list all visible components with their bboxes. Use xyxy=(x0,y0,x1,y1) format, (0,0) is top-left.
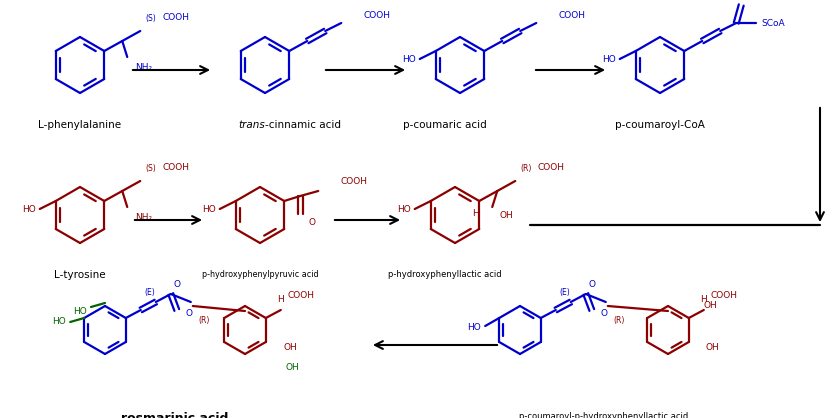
Text: p-coumaroyl-CoA: p-coumaroyl-CoA xyxy=(615,120,705,130)
Text: L-tyrosine: L-tyrosine xyxy=(55,270,106,280)
Text: p-coumaric acid: p-coumaric acid xyxy=(403,120,487,130)
Text: L-phenylalanine: L-phenylalanine xyxy=(39,120,122,130)
Text: OH: OH xyxy=(703,301,717,309)
Text: HO: HO xyxy=(402,56,416,64)
Text: (R): (R) xyxy=(199,316,210,325)
Text: HO: HO xyxy=(202,206,216,214)
Text: HO: HO xyxy=(602,56,616,64)
Text: trans: trans xyxy=(239,120,265,130)
Text: COOH: COOH xyxy=(363,10,391,20)
Text: HO: HO xyxy=(22,206,36,214)
Text: O: O xyxy=(308,218,315,227)
Text: O: O xyxy=(588,280,596,289)
Text: (S): (S) xyxy=(145,164,156,173)
Text: rosmarinic acid: rosmarinic acid xyxy=(121,412,228,418)
Text: COOH: COOH xyxy=(538,163,564,171)
Text: O: O xyxy=(601,309,607,318)
Text: COOH: COOH xyxy=(340,176,367,186)
Text: OH: OH xyxy=(283,344,297,352)
Text: OH: OH xyxy=(499,211,513,220)
Text: HO: HO xyxy=(73,306,87,316)
Text: p-coumaroyl-p-hydroxyphenyllactic acid: p-coumaroyl-p-hydroxyphenyllactic acid xyxy=(519,412,689,418)
Text: COOH: COOH xyxy=(162,13,189,21)
Text: NH₂: NH₂ xyxy=(135,63,152,72)
Text: NH₂: NH₂ xyxy=(135,213,152,222)
Text: (E): (E) xyxy=(559,288,570,297)
Text: O: O xyxy=(186,309,192,318)
Text: (R): (R) xyxy=(520,164,532,173)
Text: H: H xyxy=(701,295,707,304)
Text: HO: HO xyxy=(468,323,481,331)
Text: (E): (E) xyxy=(144,288,155,297)
Text: COOH: COOH xyxy=(711,291,738,301)
Text: H: H xyxy=(277,295,284,304)
Text: H: H xyxy=(472,209,480,218)
Text: (R): (R) xyxy=(614,316,625,325)
Text: COOH: COOH xyxy=(559,10,585,20)
Text: HO: HO xyxy=(397,206,411,214)
Text: p-hydroxyphenyllactic acid: p-hydroxyphenyllactic acid xyxy=(388,270,501,279)
Text: OH: OH xyxy=(285,364,299,372)
Text: -cinnamic acid: -cinnamic acid xyxy=(265,120,341,130)
Text: (S): (S) xyxy=(145,14,156,23)
Text: COOH: COOH xyxy=(288,291,315,301)
Text: COOH: COOH xyxy=(162,163,189,171)
Text: p-hydroxyphenylpyruvic acid: p-hydroxyphenylpyruvic acid xyxy=(202,270,318,279)
Text: O: O xyxy=(173,280,181,289)
Text: SCoA: SCoA xyxy=(761,18,785,28)
Text: OH: OH xyxy=(706,344,720,352)
Text: HO: HO xyxy=(52,318,66,326)
